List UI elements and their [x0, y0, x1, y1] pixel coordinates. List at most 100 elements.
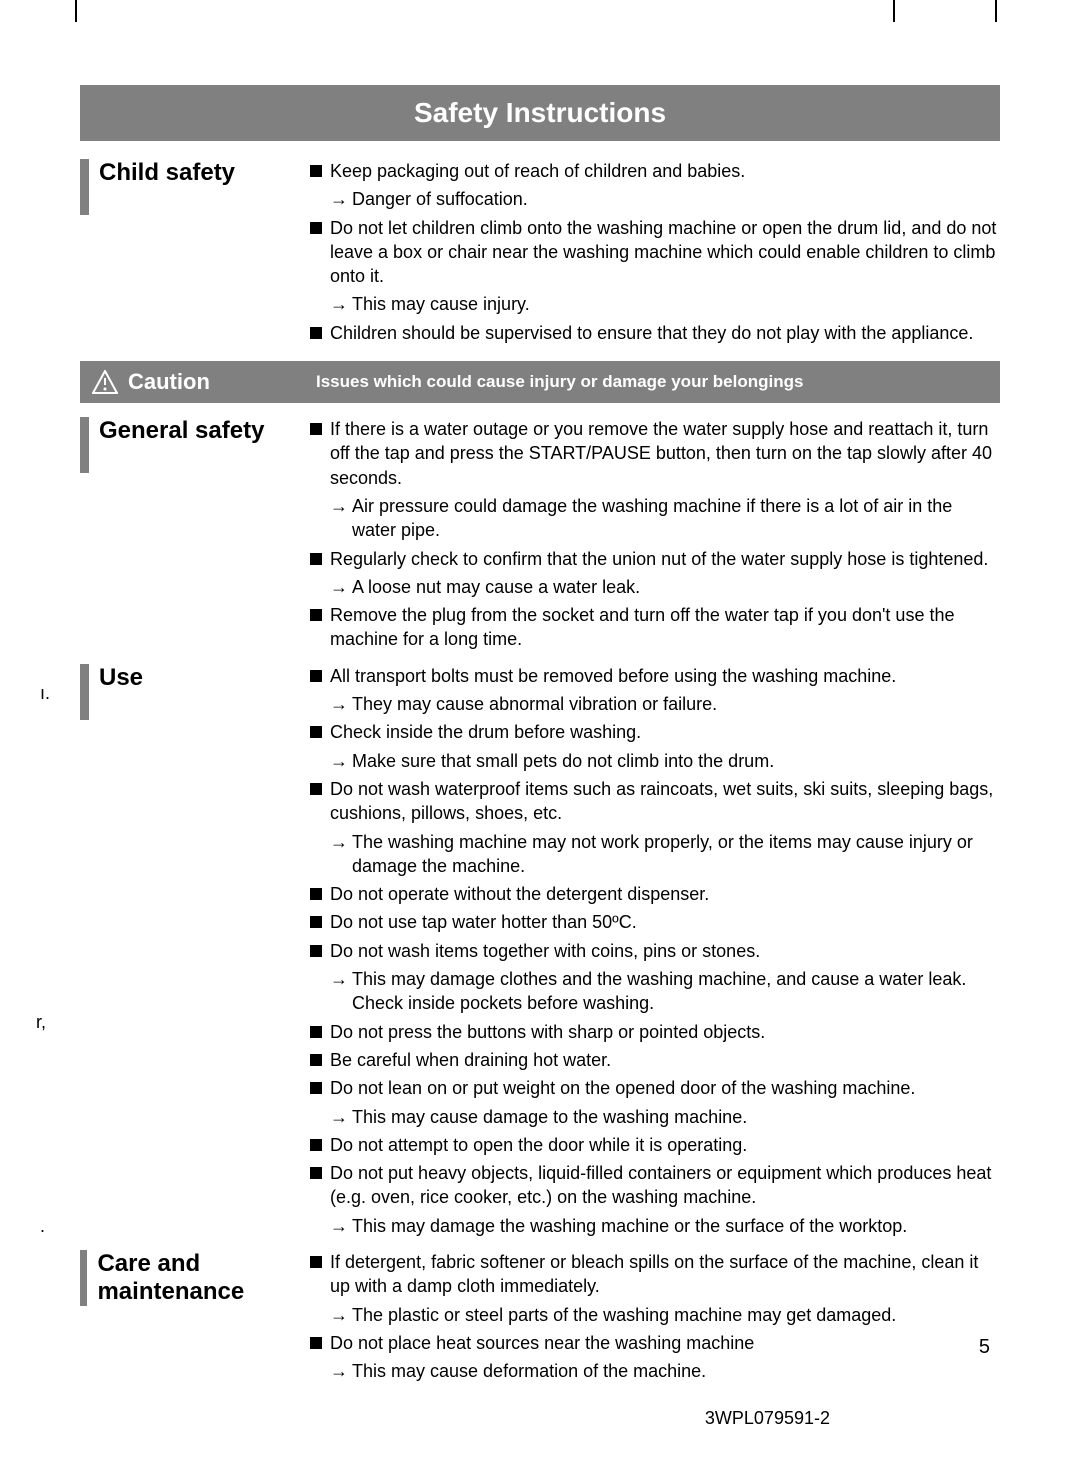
square-bullet-icon	[310, 1256, 322, 1268]
heading-text: Use	[99, 664, 143, 692]
arrow-icon: →	[330, 292, 348, 316]
bullet-text: If there is a water outage or you remove…	[330, 417, 1000, 490]
arrow-text: The washing machine may not work properl…	[352, 830, 1000, 879]
square-bullet-icon	[310, 165, 322, 177]
section-content: Keep packaging out of reach of children …	[310, 159, 1000, 349]
arrow-text: Air pressure could damage the washing ma…	[352, 494, 1000, 543]
bullet-item: Be careful when draining hot water.	[310, 1048, 1000, 1072]
bullet-item: Regularly check to confirm that the unio…	[310, 547, 1000, 571]
bullet-text: Do not wash waterproof items such as rai…	[330, 777, 1000, 826]
bullet-item: All transport bolts must be removed befo…	[310, 664, 1000, 688]
page-content: Safety Instructions Child safety Keep pac…	[0, 0, 1080, 1435]
crop-marks	[0, 0, 1080, 30]
heading-accent-bar	[80, 1250, 87, 1306]
arrow-note: →This may cause deformation of the machi…	[330, 1359, 1000, 1383]
section: Use All transport bolts must be removed b…	[80, 664, 1000, 1242]
bullet-item: Check inside the drum before washing.	[310, 720, 1000, 744]
bullet-text: All transport bolts must be removed befo…	[330, 664, 1000, 688]
arrow-text: This may damage the washing machine or t…	[352, 1214, 1000, 1238]
arrow-text: This may cause deformation of the machin…	[352, 1359, 1000, 1383]
bullet-text: Check inside the drum before washing.	[330, 720, 1000, 744]
arrow-note: →Air pressure could damage the washing m…	[330, 494, 1000, 543]
arrow-icon: →	[330, 187, 348, 211]
arrow-note: →This may cause damage to the washing ma…	[330, 1105, 1000, 1129]
arrow-note: →This may cause injury.	[330, 292, 1000, 316]
caution-description: Issues which could cause injury or damag…	[316, 372, 803, 392]
arrow-text: This may damage clothes and the washing …	[352, 967, 1000, 1016]
bullet-text: Do not lean on or put weight on the open…	[330, 1076, 1000, 1100]
bullet-text: If detergent, fabric softener or bleach …	[330, 1250, 1000, 1299]
square-bullet-icon	[310, 1054, 322, 1066]
bullet-text: Children should be supervised to ensure …	[330, 321, 1000, 345]
heading-accent-bar	[80, 664, 89, 720]
arrow-note: →They may cause abnormal vibration or fa…	[330, 692, 1000, 716]
arrow-text: They may cause abnormal vibration or fai…	[352, 692, 1000, 716]
section-content: If detergent, fabric softener or bleach …	[310, 1250, 1000, 1387]
arrow-icon: →	[330, 1214, 348, 1238]
arrow-note: →Make sure that small pets do not climb …	[330, 749, 1000, 773]
arrow-text: This may cause injury.	[352, 292, 1000, 316]
square-bullet-icon	[310, 1337, 322, 1349]
arrow-icon: →	[330, 575, 348, 599]
edge-fragment: .	[40, 1216, 45, 1237]
bullet-item: If detergent, fabric softener or bleach …	[310, 1250, 1000, 1299]
bullet-text: Do not place heat sources near the washi…	[330, 1331, 1000, 1355]
square-bullet-icon	[310, 1139, 322, 1151]
bullet-text: Do not press the buttons with sharp or p…	[330, 1020, 1000, 1044]
bullet-item: If there is a water outage or you remove…	[310, 417, 1000, 490]
heading-accent-bar	[80, 159, 89, 215]
warning-triangle-icon	[92, 370, 118, 394]
square-bullet-icon	[310, 553, 322, 565]
bullet-text: Do not let children climb onto the washi…	[330, 216, 1000, 289]
square-bullet-icon	[310, 1167, 322, 1179]
square-bullet-icon	[310, 916, 322, 928]
arrow-icon: →	[330, 830, 348, 879]
square-bullet-icon	[310, 783, 322, 795]
bullet-item: Do not let children climb onto the washi…	[310, 216, 1000, 289]
square-bullet-icon	[310, 888, 322, 900]
bullet-text: Regularly check to confirm that the unio…	[330, 547, 1000, 571]
square-bullet-icon	[310, 222, 322, 234]
arrow-icon: →	[330, 494, 348, 543]
heading-text: Care and maintenance	[97, 1250, 310, 1305]
bullet-text: Do not put heavy objects, liquid-filled …	[330, 1161, 1000, 1210]
square-bullet-icon	[310, 726, 322, 738]
arrow-note: →This may damage clothes and the washing…	[330, 967, 1000, 1016]
bullet-item: Do not place heat sources near the washi…	[310, 1331, 1000, 1355]
bullet-item: Do not press the buttons with sharp or p…	[310, 1020, 1000, 1044]
section: Child safety Keep packaging out of reach …	[80, 159, 1000, 349]
section-heading: Use	[80, 664, 310, 1242]
bullet-item: Do not attempt to open the door while it…	[310, 1133, 1000, 1157]
section: Care and maintenance If detergent, fabric…	[80, 1250, 1000, 1387]
heading-text: Child safety	[99, 159, 235, 187]
bullet-text: Keep packaging out of reach of children …	[330, 159, 1000, 183]
page-number: 5	[979, 1336, 990, 1359]
arrow-note: →This may damage the washing machine or …	[330, 1214, 1000, 1238]
square-bullet-icon	[310, 1082, 322, 1094]
section-heading: Child safety	[80, 159, 310, 349]
bullet-text: Do not attempt to open the door while it…	[330, 1133, 1000, 1157]
bullet-item: Do not wash waterproof items such as rai…	[310, 777, 1000, 826]
arrow-icon: →	[330, 749, 348, 773]
square-bullet-icon	[310, 670, 322, 682]
arrow-text: The plastic or steel parts of the washin…	[352, 1303, 1000, 1327]
square-bullet-icon	[310, 609, 322, 621]
heading-text: General safety	[99, 417, 264, 445]
section-content: All transport bolts must be removed befo…	[310, 664, 1000, 1242]
square-bullet-icon	[310, 327, 322, 339]
arrow-note: →Danger of suffocation.	[330, 187, 1000, 211]
page-title: Safety Instructions	[80, 85, 1000, 141]
edge-fragment: r,	[36, 1012, 46, 1033]
square-bullet-icon	[310, 423, 322, 435]
section: General safety If there is a water outage…	[80, 417, 1000, 656]
bullet-item: Do not wash items together with coins, p…	[310, 939, 1000, 963]
bullet-text: Do not wash items together with coins, p…	[330, 939, 1000, 963]
arrow-text: Danger of suffocation.	[352, 187, 1000, 211]
arrow-icon: →	[330, 967, 348, 1016]
arrow-note: →The plastic or steel parts of the washi…	[330, 1303, 1000, 1327]
bullet-text: Do not use tap water hotter than 50ºC.	[330, 910, 1000, 934]
bullet-item: Keep packaging out of reach of children …	[310, 159, 1000, 183]
bullet-item: Remove the plug from the socket and turn…	[310, 603, 1000, 652]
bullet-item: Do not lean on or put weight on the open…	[310, 1076, 1000, 1100]
arrow-icon: →	[330, 692, 348, 716]
